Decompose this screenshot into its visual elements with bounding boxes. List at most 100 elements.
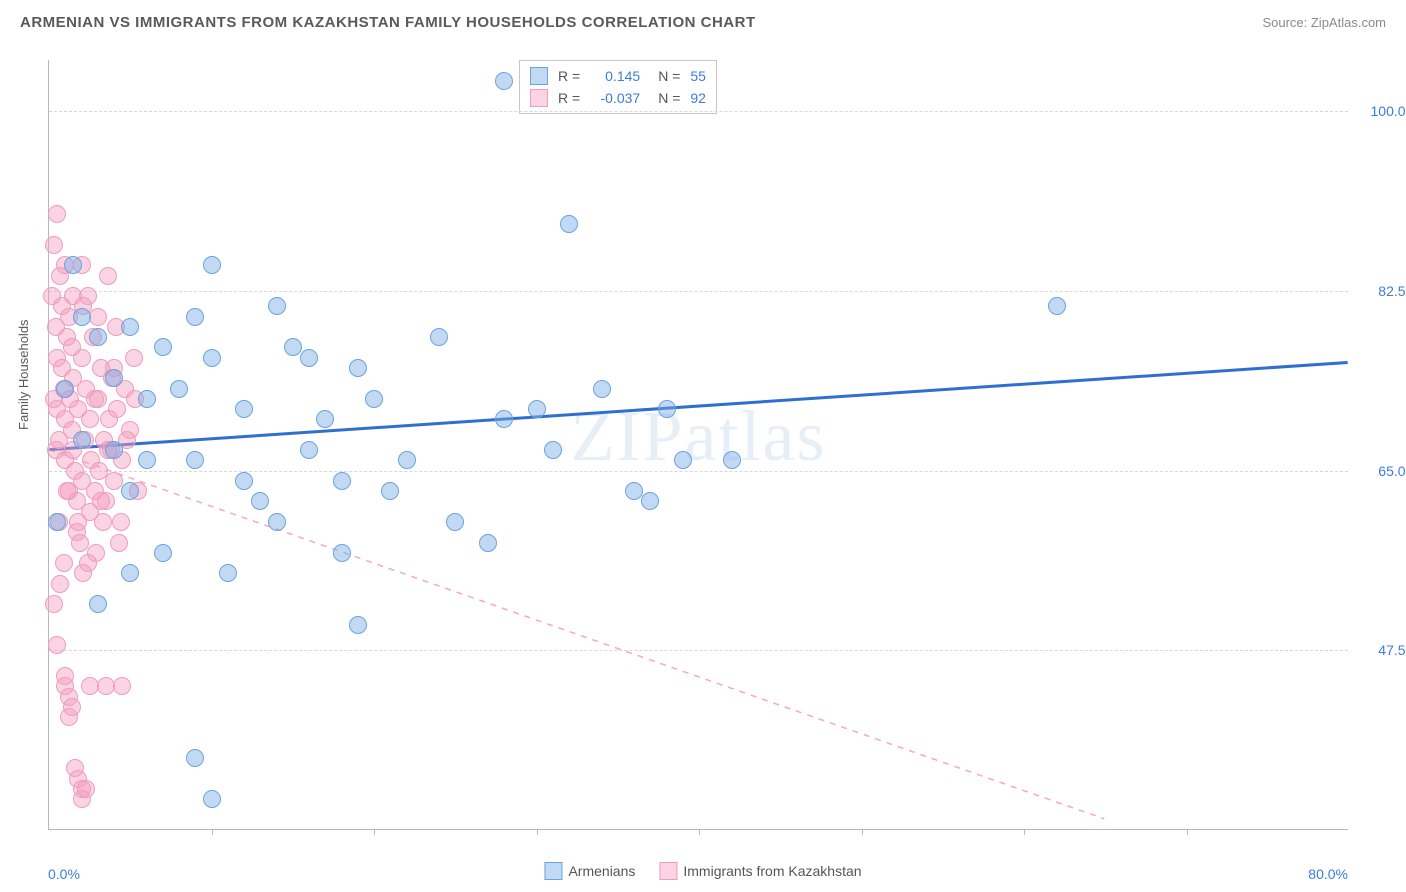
x-tick xyxy=(1187,829,1188,835)
data-point xyxy=(110,534,128,552)
data-point xyxy=(99,267,117,285)
legend-series: Armenians Immigrants from Kazakhstan xyxy=(544,862,861,880)
legend-r-value: 0.145 xyxy=(590,68,640,84)
data-point xyxy=(77,780,95,798)
data-point xyxy=(268,297,286,315)
data-point xyxy=(186,451,204,469)
y-tick-label: 47.5% xyxy=(1378,642,1406,658)
data-point xyxy=(121,318,139,336)
data-point xyxy=(154,544,172,562)
data-point xyxy=(55,554,73,572)
data-point xyxy=(674,451,692,469)
data-point xyxy=(593,380,611,398)
legend-n-label: N = xyxy=(658,68,680,84)
data-point xyxy=(121,564,139,582)
data-point xyxy=(48,513,66,531)
data-point xyxy=(170,380,188,398)
legend-n-label: N = xyxy=(658,90,680,106)
data-point xyxy=(48,636,66,654)
data-point xyxy=(641,492,659,510)
data-point xyxy=(235,472,253,490)
data-point xyxy=(121,482,139,500)
legend-r-label: R = xyxy=(558,90,580,106)
data-point xyxy=(381,482,399,500)
data-point xyxy=(186,308,204,326)
data-point xyxy=(495,410,513,428)
chart-title: ARMENIAN VS IMMIGRANTS FROM KAZAKHSTAN F… xyxy=(20,14,756,31)
y-tick-label: 100.0% xyxy=(1371,103,1406,119)
data-point xyxy=(398,451,416,469)
data-point xyxy=(300,441,318,459)
legend-r-value: -0.037 xyxy=(590,90,640,106)
data-point xyxy=(89,328,107,346)
data-point xyxy=(73,431,91,449)
data-point xyxy=(68,523,86,541)
data-point xyxy=(105,441,123,459)
data-point xyxy=(186,749,204,767)
data-point xyxy=(94,513,112,531)
data-point xyxy=(92,492,110,510)
data-point xyxy=(658,400,676,418)
watermark: ZIPatlas xyxy=(571,395,827,478)
data-point xyxy=(333,472,351,490)
data-point xyxy=(45,236,63,254)
data-point xyxy=(154,338,172,356)
data-point xyxy=(81,410,99,428)
x-tick xyxy=(1024,829,1025,835)
data-point xyxy=(63,698,81,716)
data-point xyxy=(219,564,237,582)
data-point xyxy=(203,790,221,808)
x-axis-max-label: 80.0% xyxy=(1308,866,1348,882)
x-tick xyxy=(862,829,863,835)
legend-series-label: Armenians xyxy=(568,863,635,879)
data-point xyxy=(235,400,253,418)
legend-series-item: Armenians xyxy=(544,862,635,880)
data-point xyxy=(268,513,286,531)
data-point xyxy=(86,390,104,408)
data-point xyxy=(73,308,91,326)
legend-n-value: 92 xyxy=(690,90,706,106)
data-point xyxy=(64,256,82,274)
data-point xyxy=(528,400,546,418)
gridline xyxy=(49,111,1348,112)
data-point xyxy=(333,544,351,562)
legend-swatch xyxy=(530,67,548,85)
data-point xyxy=(125,349,143,367)
data-point xyxy=(89,308,107,326)
x-tick xyxy=(699,829,700,835)
trend-lines xyxy=(49,60,1348,829)
legend-stats: R = 0.145 N = 55 R = -0.037 N = 92 xyxy=(519,60,717,114)
data-point xyxy=(365,390,383,408)
data-point xyxy=(48,205,66,223)
data-point xyxy=(625,482,643,500)
data-point xyxy=(108,400,126,418)
legend-swatch xyxy=(544,862,562,880)
data-point xyxy=(138,451,156,469)
legend-r-label: R = xyxy=(558,68,580,84)
data-point xyxy=(349,616,367,634)
gridline xyxy=(49,291,1348,292)
data-point xyxy=(63,338,81,356)
data-point xyxy=(113,677,131,695)
data-point xyxy=(723,451,741,469)
data-point xyxy=(56,380,74,398)
legend-swatch xyxy=(530,89,548,107)
data-point xyxy=(349,359,367,377)
data-point xyxy=(89,595,107,613)
data-point xyxy=(203,256,221,274)
x-tick xyxy=(374,829,375,835)
data-point xyxy=(105,369,123,387)
data-point xyxy=(51,575,69,593)
legend-stat-row: R = 0.145 N = 55 xyxy=(530,65,706,87)
legend-series-item: Immigrants from Kazakhstan xyxy=(659,862,861,880)
y-axis-label: Family Households xyxy=(16,319,31,430)
data-point xyxy=(1048,297,1066,315)
legend-n-value: 55 xyxy=(690,68,706,84)
y-tick-label: 82.5% xyxy=(1378,283,1406,299)
chart-header: ARMENIAN VS IMMIGRANTS FROM KAZAKHSTAN F… xyxy=(0,0,1406,44)
chart-source: Source: ZipAtlas.com xyxy=(1262,15,1386,30)
data-point xyxy=(112,513,130,531)
plot-area: ZIPatlas R =0.145N =55R =-0.037N =92 47.… xyxy=(48,60,1348,830)
data-point xyxy=(47,441,65,459)
data-point xyxy=(495,72,513,90)
